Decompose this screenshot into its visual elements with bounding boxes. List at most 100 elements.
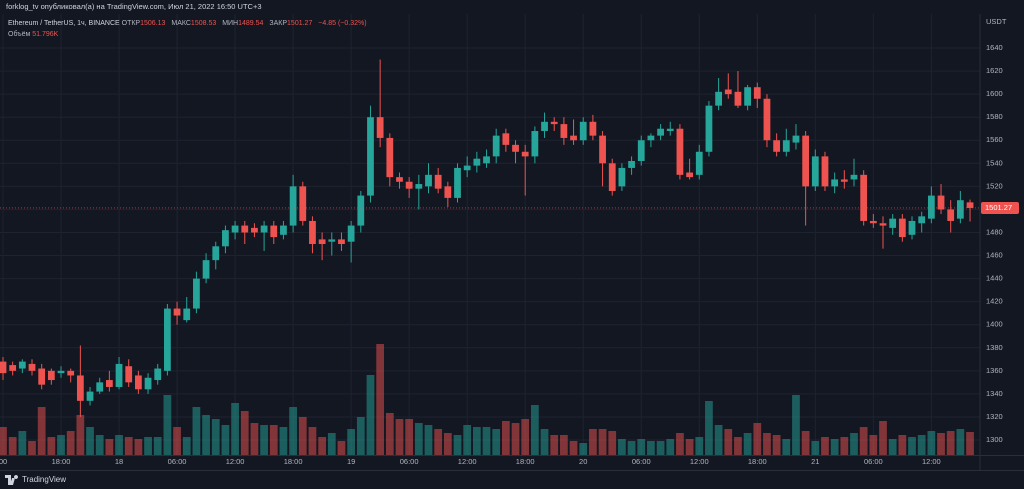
candle-body — [695, 151, 703, 175]
candle-body — [289, 186, 297, 226]
candle-body — [744, 87, 752, 106]
candle-body — [879, 223, 887, 226]
volume-bar — [685, 439, 694, 455]
volume-bar — [850, 433, 858, 455]
candle-body — [666, 128, 674, 132]
y-tick-label: 1440 — [986, 274, 1003, 283]
candle-body — [463, 165, 471, 171]
candle-body — [589, 121, 597, 136]
volume-bar — [192, 407, 201, 455]
candle-body — [898, 218, 906, 238]
candle-body — [782, 140, 790, 152]
candle-body — [396, 177, 403, 182]
volume-bar — [453, 435, 462, 455]
candle-body — [734, 91, 742, 106]
volume-bar — [811, 441, 820, 455]
volume-bar — [463, 425, 472, 455]
high-label: МАКС — [171, 20, 191, 27]
candle-body — [434, 174, 442, 189]
volume-bar — [37, 407, 46, 455]
x-tick-label: 21 — [811, 457, 819, 466]
volume-bar — [134, 439, 143, 455]
candle-body — [318, 239, 326, 245]
volume-bar — [782, 439, 791, 455]
volume-bar — [482, 427, 491, 455]
volume-bar — [608, 431, 617, 455]
volume-bar — [753, 423, 762, 455]
volume-bar — [76, 415, 85, 455]
candle-body — [512, 144, 519, 152]
candle-body — [193, 278, 200, 309]
chart: USDT 1300 1320 1340 1360 1380 1400 1420 1440 146… — [0, 14, 1024, 470]
candle-body — [28, 363, 36, 371]
symbol: Ethereum / TetherUS, 1ч, BINANCE — [8, 20, 120, 27]
footer: TradingView — [0, 470, 1024, 489]
candle-body — [560, 124, 568, 138]
volume-bar — [124, 437, 133, 455]
candle-body — [425, 174, 432, 187]
volume-bar — [714, 425, 723, 455]
volume-bar — [385, 413, 394, 455]
candle-body — [164, 308, 171, 371]
last-price-label: 1501.27 — [985, 203, 1012, 212]
volume-bar — [269, 425, 278, 455]
candle-body — [599, 135, 606, 164]
volume-bar — [298, 417, 307, 455]
volume-bar — [859, 427, 868, 455]
volume-bar — [66, 431, 75, 455]
candle-body — [831, 179, 839, 187]
candle-body — [570, 135, 577, 141]
volume-bar — [792, 395, 800, 455]
volume-bar — [86, 427, 94, 455]
logo — [5, 475, 19, 485]
volume-bar — [917, 435, 926, 455]
volume-bar — [0, 427, 7, 455]
volume-bar — [289, 407, 297, 455]
candle-body — [280, 225, 287, 235]
volume-bar — [260, 425, 268, 455]
x-tick-label: 06:00 — [864, 457, 883, 466]
candle-body — [618, 167, 626, 187]
y-tick-label: 1600 — [986, 89, 1003, 98]
volume-bar — [105, 439, 114, 455]
candle-body — [705, 105, 713, 152]
volume-bar — [966, 431, 974, 455]
x-tick-label: 19 — [347, 457, 355, 466]
x-tick-label: 06:00 — [400, 457, 419, 466]
candle-body — [386, 137, 394, 178]
volume-bar — [830, 439, 839, 455]
candle-body — [347, 225, 355, 242]
candle-body — [86, 391, 94, 401]
x-tick-label: 18:00 — [52, 457, 71, 466]
volume-bar — [734, 437, 742, 455]
volume-title: Объём — [8, 31, 31, 38]
volume-bar — [472, 427, 481, 455]
y-tick-label: 1480 — [986, 227, 1003, 236]
volume-bar — [144, 437, 152, 455]
publish-info: forklog_tv опубликовал(а) на TradingView… — [0, 0, 1024, 14]
x-tick-label: 12:00 — [922, 457, 941, 466]
volume-bar — [618, 439, 626, 455]
candle-body — [309, 220, 316, 245]
volume-bar — [676, 433, 684, 455]
x-tick-label: 12:00 — [226, 457, 245, 466]
change: −4.85 (−0.32%) — [318, 20, 367, 27]
volume-value: 51.796K — [32, 31, 59, 38]
volume-bar — [501, 421, 510, 455]
volume-bar — [221, 425, 230, 455]
x-tick-label: 12:00 — [458, 457, 477, 466]
y-tick-label: 1420 — [986, 297, 1003, 306]
candle-body — [521, 151, 529, 157]
candle-body — [531, 131, 539, 157]
volume-bar — [521, 419, 530, 455]
volume-bar — [869, 435, 878, 455]
volume-bar — [666, 439, 675, 455]
volume-bar — [47, 437, 56, 455]
volume-bar — [879, 421, 887, 455]
candle-body — [840, 179, 848, 182]
candle-body — [686, 172, 693, 178]
y-tick-label: 1320 — [986, 412, 1003, 421]
x-tick-label: 18:00 — [284, 457, 303, 466]
candle-body — [231, 225, 239, 233]
candle-body — [415, 184, 423, 189]
